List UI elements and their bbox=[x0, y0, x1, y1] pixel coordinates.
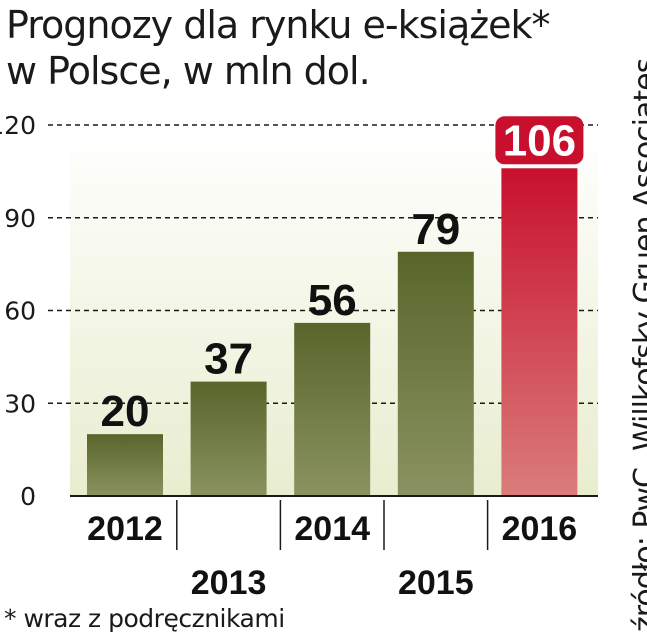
data-label: 20 bbox=[101, 387, 150, 436]
x-tick-label: 2016 bbox=[502, 510, 578, 548]
footnote: * wraz z podręcznikami bbox=[4, 604, 285, 633]
highlight-label-badge bbox=[495, 116, 584, 165]
bars bbox=[87, 168, 578, 497]
data-label: 106 bbox=[503, 116, 576, 165]
x-tick-label: 2015 bbox=[398, 564, 474, 602]
data-labels: 20 37 56 79 106 bbox=[101, 116, 584, 436]
bar-highlight bbox=[501, 168, 578, 497]
y-tick-label: 60 bbox=[4, 297, 36, 326]
y-tick-label: 90 bbox=[4, 204, 36, 233]
x-axis-ticks: 2012 2013 2014 2015 2016 bbox=[87, 500, 577, 602]
y-tick-label: 30 bbox=[4, 389, 36, 418]
chart-title: Prognozy dla rynku e-książek* w Polsce, … bbox=[6, 2, 551, 94]
source-note: źródło: PwC, Willkofsky Gruen Associates bbox=[628, 58, 647, 632]
chart-title-line-1: Prognozy dla rynku e-książek* bbox=[6, 3, 551, 47]
data-label: 79 bbox=[411, 205, 460, 254]
y-axis-ticks: 0 30 60 90 120 bbox=[0, 111, 36, 511]
x-tick-label: 2012 bbox=[87, 510, 163, 548]
y-tick-label: 0 bbox=[20, 482, 36, 511]
bar bbox=[87, 434, 163, 496]
y-tick-label: 120 bbox=[0, 111, 36, 140]
data-label: 56 bbox=[308, 276, 357, 325]
bar bbox=[190, 381, 267, 496]
x-tick-label: 2013 bbox=[191, 564, 267, 602]
x-tick-label: 2014 bbox=[294, 510, 370, 548]
data-label: 37 bbox=[204, 335, 253, 384]
bar bbox=[294, 322, 371, 496]
bar bbox=[397, 251, 474, 496]
chart-title-line-2: w Polsce, w mln dol. bbox=[6, 49, 371, 93]
